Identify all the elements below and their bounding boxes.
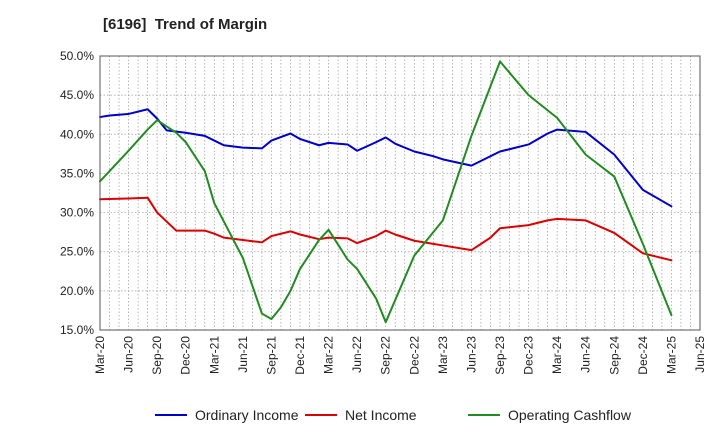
x-tick-label: Dec-23 (522, 336, 536, 375)
series-line-net-income (99, 196, 673, 262)
chart-title: [6196] Trend of Margin (103, 16, 268, 33)
x-tick-label: Mar-24 (550, 336, 564, 374)
x-tick-label: Mar-22 (322, 336, 336, 374)
y-tick-label: 50.0% (60, 49, 94, 63)
y-tick-label: 40.0% (60, 127, 94, 141)
series-lines (99, 60, 673, 324)
x-tick-label: Jun-22 (350, 336, 364, 373)
series-line-operating-cashflow (99, 60, 673, 324)
x-tick-label: Sep-22 (379, 336, 393, 375)
legend-label: Operating Cashflow (508, 407, 632, 423)
y-tick-label: 20.0% (60, 284, 94, 298)
y-tick-label: 45.0% (60, 88, 94, 102)
x-tick-label: Mar-23 (436, 336, 450, 374)
x-tick-label: Sep-24 (607, 336, 621, 375)
y-tick-label: 30.0% (60, 206, 94, 220)
y-tick-label: 15.0% (60, 323, 94, 337)
x-tick-label: Dec-22 (407, 336, 421, 375)
x-tick-label: Jun-24 (579, 336, 593, 373)
legend: Ordinary Income Net Income Operating Cashf… (155, 407, 632, 423)
x-tick-label: Mar-21 (207, 336, 221, 374)
x-tick-label: Jun-21 (236, 336, 250, 373)
legend-label: Net Income (345, 407, 417, 423)
x-tick-label: Dec-20 (179, 336, 193, 375)
x-tick-label: Jun-23 (464, 336, 478, 373)
x-tick-label: Mar-25 (664, 336, 678, 374)
x-tick-label: Dec-24 (636, 336, 650, 375)
x-tick-label: Sep-23 (493, 336, 507, 375)
x-tick-label: Sep-21 (264, 336, 278, 375)
y-tick-label: 25.0% (60, 245, 94, 259)
x-tick-label: Sep-20 (150, 336, 164, 375)
x-tick-label: Mar-20 (93, 336, 107, 374)
x-tick-label: Jun-20 (122, 336, 136, 373)
grid-lines (99, 55, 701, 331)
axes: 15.0% 20.0% 25.0% 30.0% 35.0% 40.0% 45.0% 50.0%… (60, 49, 707, 375)
x-tick-label: Dec-21 (293, 336, 307, 375)
plot-border (99, 55, 701, 331)
x-tick-label: Jun-25 (693, 336, 707, 373)
legend-label: Ordinary Income (195, 407, 299, 423)
plot-area (100, 56, 700, 330)
y-tick-label: 35.0% (60, 166, 94, 180)
